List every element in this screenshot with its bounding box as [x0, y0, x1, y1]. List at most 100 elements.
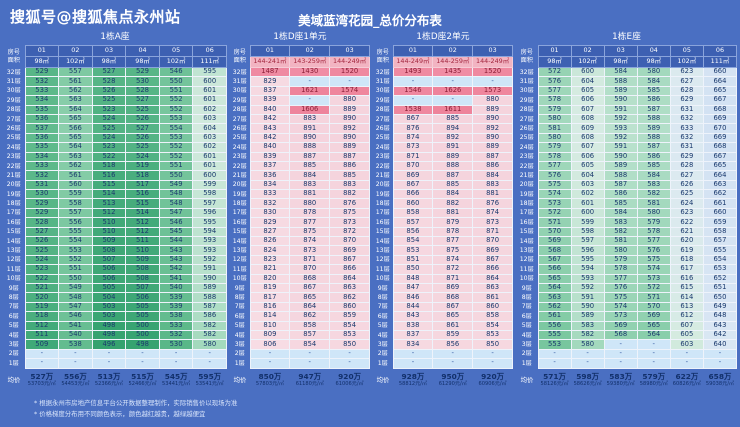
price-cell: 659: [702, 217, 738, 228]
price-cell: 857: [289, 329, 331, 341]
price-cell: 524: [91, 113, 127, 125]
page-title: 美域蓝湾花园_总价分布表: [298, 13, 442, 28]
price-cell: 530: [125, 76, 160, 87]
table-row: 29层 534 563 525 527 552 601: [3, 95, 227, 106]
price-cell: 889: [472, 104, 513, 115]
price-cell: 559: [58, 189, 93, 200]
floor-label: 13层: [519, 247, 534, 255]
table-host: 房号 面积 01 02 03 04 05 06 98㎡ 102㎡ 98㎡ 98㎡ 102㎡ 111㎡ 32层…: [3, 45, 227, 393]
table-row: 6层 518 546 503 505 538 586: [3, 311, 227, 322]
price-cell: 588: [636, 132, 671, 144]
price-cell: 886: [472, 160, 513, 172]
price-cell: 843: [392, 311, 434, 322]
price-cell: 863: [329, 282, 370, 294]
price-cell: 889: [329, 104, 370, 115]
price-cell: 577: [537, 160, 572, 172]
price-cell: 580: [636, 66, 671, 78]
floor-label: 2层: [377, 350, 388, 358]
price-cell: 607: [570, 142, 605, 153]
price-cell: 577: [603, 273, 638, 285]
table-row: 8层 520 548 504 506 539 588: [3, 292, 227, 303]
price-cell: 564: [58, 104, 93, 115]
table-row: 5层 512 541 498 500 533 582: [3, 320, 227, 331]
area-header: 98㎡: [91, 56, 127, 68]
header-row-areas: 144-249㎡ 144-259㎡ 144-249㎡: [373, 56, 513, 68]
price-cell: 560: [58, 179, 93, 191]
price-cell: 577: [537, 85, 572, 97]
corner-header: 房号 面积: [7, 49, 20, 64]
price-cell-empty: -: [570, 358, 605, 369]
floor-label: 20层: [519, 181, 534, 189]
price-cell: 527: [125, 95, 160, 106]
price-cell: 827: [249, 226, 291, 238]
price-cell: 880: [289, 198, 331, 209]
price-cell: 885: [432, 179, 474, 191]
price-cell: 530: [158, 339, 194, 350]
price-cell-empty: -: [392, 95, 434, 106]
floor-label: 17层: [232, 209, 247, 217]
price-cell: 869: [472, 245, 513, 256]
price-cell: 551: [158, 160, 194, 172]
table-row: 14层 854 877 870: [373, 236, 513, 247]
price-cell: 510: [125, 245, 160, 256]
table-row: 21层 532 561 516 518 550 600: [3, 170, 227, 181]
price-cell: 603: [192, 132, 227, 144]
area-header: 143-259㎡: [289, 56, 331, 68]
price-cell: 566: [58, 123, 93, 134]
price-cell: 826: [249, 236, 291, 247]
column-number-header: 01: [24, 45, 60, 57]
floor-label: 4层: [234, 331, 245, 339]
price-cell: 1520: [329, 66, 370, 78]
price-cell: 579: [537, 142, 572, 153]
table-row: 32层 529 557 527 529 546 595: [3, 66, 227, 78]
price-cell-empty: -: [329, 76, 370, 87]
price-cell: 528: [125, 85, 160, 97]
floor-label: 4层: [377, 331, 388, 339]
price-cell: 626: [669, 179, 704, 191]
price-cell: 652: [702, 273, 738, 285]
table-row: 24层 840 888 889: [230, 142, 370, 153]
price-cell: 809: [249, 329, 291, 341]
area-header: 98㎡: [537, 56, 572, 68]
price-cell: 615: [669, 282, 704, 294]
area-header: 98㎡: [125, 56, 160, 68]
floor-label: 8层: [377, 294, 388, 301]
table-row: 27层 842 883 890: [230, 113, 370, 125]
price-cell: 874: [392, 132, 434, 144]
floor-label: 23层: [519, 153, 534, 161]
column-number-header: 02: [432, 45, 474, 57]
price-cell: 823: [249, 254, 291, 266]
price-cell: 1611: [432, 104, 474, 115]
price-cell: 569: [603, 320, 638, 331]
price-cell: 844: [392, 301, 434, 313]
floor-label: 3层: [521, 340, 532, 348]
table-row: 28层 1538 1611 889: [373, 104, 513, 115]
price-cell: 1546: [392, 85, 434, 97]
average-cell: 658万 59038元/㎡: [705, 371, 734, 388]
price-cell-empty: -: [432, 95, 474, 106]
price-cell: 579: [537, 104, 572, 115]
table-row: 12层 567 595 579 575 618 654: [516, 254, 738, 266]
price-cell: 891: [289, 123, 331, 134]
price-cell: 1538: [392, 104, 434, 115]
price-cell: 1435: [432, 66, 474, 78]
price-cell: 623: [669, 66, 704, 78]
table-row: 9层 847 869 863: [373, 282, 513, 294]
floor-label: 6层: [521, 312, 532, 320]
price-cell: 1626: [432, 85, 474, 97]
price-cell: 870: [472, 236, 513, 247]
price-cell: 858: [289, 320, 331, 331]
table-row: 1层 - - - - - -: [516, 358, 738, 369]
floor-label: 15层: [375, 228, 390, 236]
area-header: 111㎡: [702, 56, 738, 68]
average-row: 均价 571万 58126元/㎡ 598万 58626元/㎡ 583万 59380元/㎡ 57…: [516, 368, 737, 393]
average-cell: 920万 60906元/㎡: [478, 371, 507, 388]
price-cell: 533: [24, 160, 60, 172]
price-cell: 528: [24, 217, 60, 228]
price-cell: 535: [24, 142, 60, 153]
table-row: 24层 873 891 889: [373, 142, 513, 153]
price-cell: 596: [570, 245, 605, 256]
price-cell: 618: [669, 254, 704, 266]
header-row-numbers: 房号 面积 01 02 03: [230, 45, 370, 64]
floor-label: 18层: [375, 200, 390, 208]
